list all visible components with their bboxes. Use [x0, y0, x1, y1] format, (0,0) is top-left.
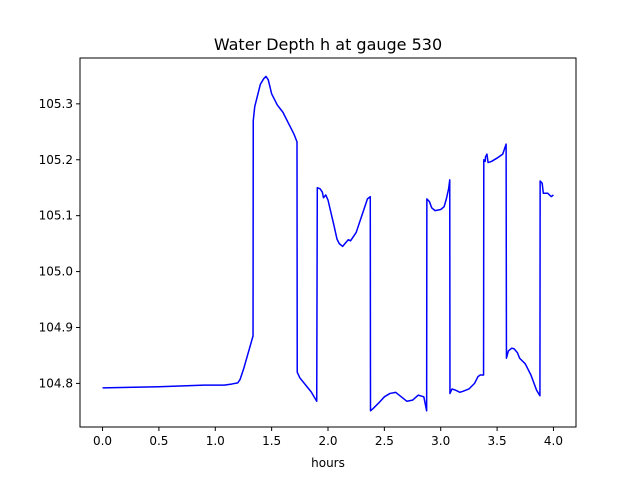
- x-tick-label: 2.5: [375, 434, 394, 448]
- x-tick-label: 2.0: [318, 434, 337, 448]
- y-tick-label: 105.1: [39, 209, 73, 223]
- x-tick-label: 0.5: [149, 434, 168, 448]
- y-tick-label: 104.8: [39, 376, 73, 390]
- y-tick-label: 105.3: [39, 97, 73, 111]
- x-tick-label: 1.5: [262, 434, 281, 448]
- ticks-layer: 0.0 0.5 1.0 1.5 2.0 2.5 3.0 3.5 4.0 104.8 104.9 105…: [39, 97, 563, 448]
- y-tick-label: 105.0: [39, 265, 73, 279]
- x-tick-label: 4.0: [544, 434, 563, 448]
- x-tick-label: 0.0: [93, 434, 112, 448]
- y-tick-label: 105.2: [39, 153, 73, 167]
- series-layer: [102, 75, 554, 412]
- x-tick-label: 3.0: [431, 434, 450, 448]
- plot-frame: [79, 57, 577, 428]
- x-axis-label: hours: [311, 456, 345, 470]
- x-tick-label: 3.5: [488, 434, 507, 448]
- y-tick-label: 104.9: [39, 320, 73, 334]
- series-line: [102, 75, 554, 412]
- x-tick-label: 1.0: [206, 434, 225, 448]
- chart-title: Water Depth h at gauge 530: [214, 35, 442, 54]
